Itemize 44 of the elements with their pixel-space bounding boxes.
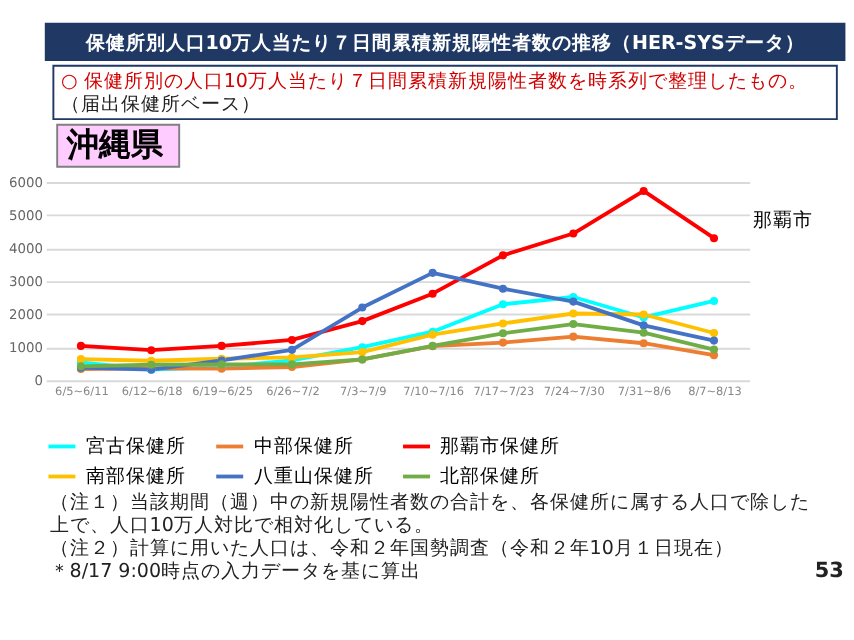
point	[498, 319, 508, 328]
point	[639, 328, 648, 337]
legend-label: 宮古保健所	[85, 434, 186, 459]
point	[358, 317, 367, 326]
legend-label: 北部保健所	[440, 464, 541, 489]
point	[498, 329, 508, 338]
point	[709, 296, 719, 305]
point	[709, 336, 719, 345]
text: 53	[814, 558, 844, 583]
point	[76, 341, 85, 350]
point	[569, 229, 578, 238]
point	[287, 345, 296, 354]
point	[498, 284, 508, 293]
point	[639, 321, 648, 330]
legend-label: 八重山保健所	[253, 464, 374, 489]
point	[428, 289, 437, 298]
point	[498, 300, 508, 309]
point	[639, 339, 648, 348]
text: （注１）当該期間（週）中の新規陽性者数の合計を、各保健所に属する人口で除した上で、人口10万人対比で相対化している。	[49, 489, 810, 537]
point	[217, 341, 226, 350]
point	[147, 346, 156, 355]
point	[709, 345, 719, 354]
chart-subtitle: ○ 保健所別の人口10万人当たり７日間累積新規陽性者数を時系列で整理したもの。（届出保健所ベース）	[61, 68, 808, 116]
point	[569, 309, 578, 318]
text: 那覇市	[752, 207, 813, 232]
point	[428, 268, 437, 277]
point	[709, 234, 719, 243]
point	[498, 251, 508, 260]
text: ＊8/17 9:00時点の入力データを基に算出	[49, 558, 422, 583]
point	[358, 303, 367, 312]
point	[569, 297, 578, 306]
point	[498, 338, 508, 347]
legend-label: 那覇市保健所	[440, 434, 561, 459]
legend-label: 南部保健所	[85, 464, 186, 489]
point	[569, 332, 578, 341]
legend-label: 中部保健所	[253, 434, 354, 459]
point	[358, 348, 367, 357]
point	[287, 335, 296, 344]
point	[639, 186, 648, 195]
chart-title: 保健所別人口10万人当たり７日間累積新規陽性者数の推移（HER-SYSデータ）	[83, 30, 805, 55]
point	[569, 320, 578, 329]
text: （注２）計算に用いた人口は、令和２年国勢調査（令和２年10月１日現在）	[49, 535, 734, 560]
text: 沖縄県	[64, 125, 165, 164]
point	[709, 328, 719, 338]
